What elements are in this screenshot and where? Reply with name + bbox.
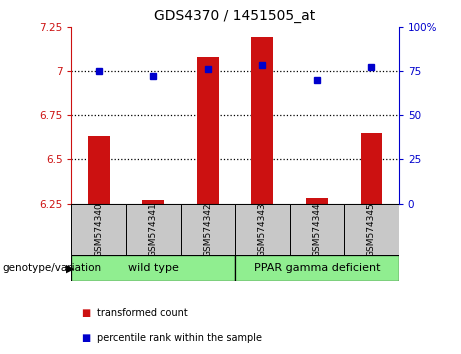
Bar: [126, 204, 181, 255]
Text: transformed count: transformed count: [97, 308, 188, 318]
Bar: [197, 57, 219, 204]
Text: GSM574345: GSM574345: [367, 202, 376, 257]
Bar: [88, 136, 110, 204]
Bar: [252, 37, 273, 204]
Text: ■: ■: [81, 308, 90, 318]
Text: ▶: ▶: [66, 263, 74, 273]
Text: PPAR gamma deficient: PPAR gamma deficient: [254, 263, 380, 273]
Bar: [235, 204, 290, 255]
Bar: [71, 204, 126, 255]
Bar: [290, 204, 344, 255]
Text: ■: ■: [81, 333, 90, 343]
Text: percentile rank within the sample: percentile rank within the sample: [97, 333, 262, 343]
Bar: [344, 204, 399, 255]
Bar: [71, 255, 235, 281]
Text: GSM574341: GSM574341: [149, 202, 158, 257]
Text: GSM574344: GSM574344: [313, 202, 321, 257]
Bar: [306, 198, 328, 204]
Bar: [181, 204, 235, 255]
Text: wild type: wild type: [128, 263, 179, 273]
Text: GSM574342: GSM574342: [203, 202, 213, 257]
Bar: [361, 133, 382, 204]
Text: GSM574343: GSM574343: [258, 202, 267, 257]
Text: genotype/variation: genotype/variation: [2, 263, 101, 273]
Title: GDS4370 / 1451505_at: GDS4370 / 1451505_at: [154, 9, 316, 23]
Bar: [142, 200, 164, 204]
Text: GSM574340: GSM574340: [94, 202, 103, 257]
Bar: [235, 255, 399, 281]
